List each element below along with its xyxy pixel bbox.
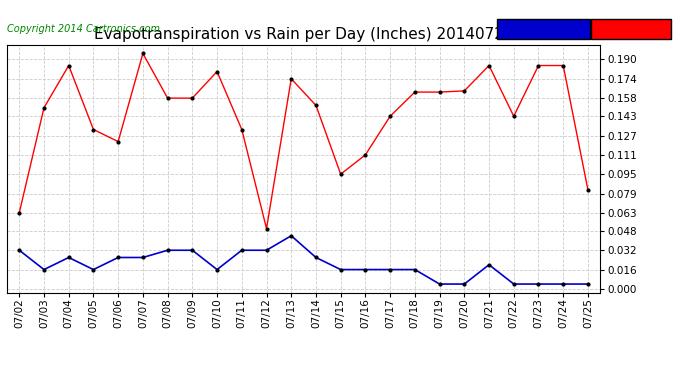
Text: ET  (Inches): ET (Inches) xyxy=(601,25,661,34)
Title: Evapotranspiration vs Rain per Day (Inches) 20140726: Evapotranspiration vs Rain per Day (Inch… xyxy=(94,27,513,42)
Text: Copyright 2014 Cartronics.com: Copyright 2014 Cartronics.com xyxy=(7,24,160,34)
Text: Rain  (Inches): Rain (Inches) xyxy=(509,25,578,34)
